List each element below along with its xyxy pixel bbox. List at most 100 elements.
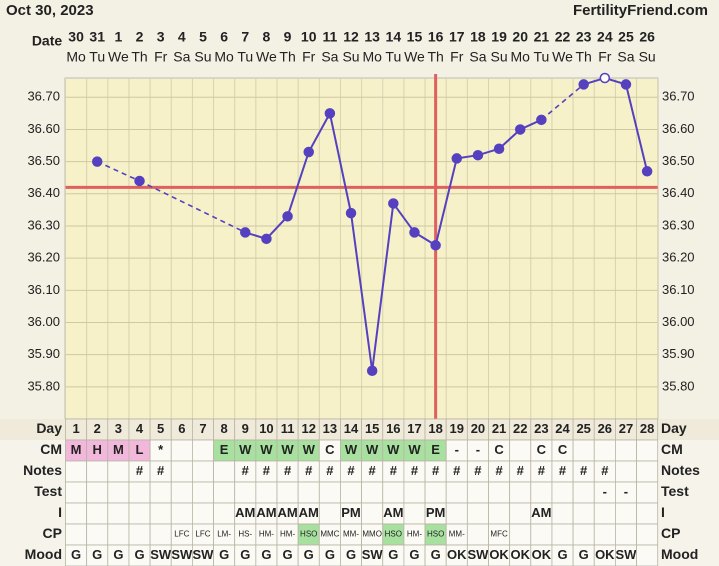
cell-text: * — [158, 442, 164, 457]
y-tick-label-right: 36.10 — [662, 282, 695, 297]
cell-text: G — [219, 547, 229, 562]
cell-text: HM- — [280, 530, 295, 539]
cell-text: M — [113, 442, 124, 457]
cell-text: LFC — [195, 530, 210, 539]
table-cell — [65, 502, 88, 525]
temperature-point — [430, 240, 441, 251]
weekday-label: Su — [194, 49, 211, 65]
cell-text: 12 — [301, 421, 315, 436]
table-cell — [403, 481, 426, 504]
temperature-point — [451, 153, 463, 164]
cell-text: AM — [277, 505, 297, 520]
cell-text: G — [134, 547, 144, 562]
cell-text: - — [603, 484, 607, 499]
cell-text: # — [242, 463, 250, 478]
cell-text: 6 — [178, 421, 185, 436]
cell-text: 14 — [344, 421, 359, 436]
cell-text: 9 — [242, 421, 249, 436]
temperature-point — [134, 175, 145, 187]
row-label-right: I — [661, 504, 665, 520]
date-label: 23 — [576, 29, 592, 45]
gap-connector — [139, 180, 246, 234]
table-cell — [149, 523, 172, 546]
temperature-point — [472, 149, 484, 161]
cell-text: OK — [489, 547, 509, 562]
row-label: Mood — [25, 546, 62, 562]
table-cell — [572, 439, 595, 462]
cell-text: # — [369, 463, 377, 478]
date-label: 20 — [512, 29, 528, 45]
cell-text: - — [476, 442, 480, 457]
y-tick-label: 36.60 — [27, 121, 60, 136]
table-cell — [149, 502, 172, 525]
weekday-label: Sa — [173, 49, 190, 65]
cell-text: W — [366, 442, 379, 457]
date-label: 2 — [136, 29, 144, 45]
cell-text: 23 — [534, 421, 548, 436]
row-label-right: CM — [661, 441, 683, 457]
table-cell — [107, 502, 130, 525]
cell-text: W — [239, 442, 252, 457]
table-cell — [403, 502, 426, 525]
temperature-point — [599, 72, 611, 84]
table-cell — [615, 460, 637, 483]
cell-text: # — [411, 463, 419, 478]
table-cell — [191, 481, 214, 504]
table-cell — [65, 523, 88, 546]
date-label: 6 — [220, 29, 228, 45]
cell-text: LM- — [217, 530, 231, 539]
cell-text: 4 — [136, 421, 144, 436]
cell-text: G — [579, 547, 589, 562]
table-cell — [318, 502, 341, 525]
row-label-right: Day — [661, 420, 687, 436]
temperature-point — [91, 156, 103, 167]
row-label: Test — [34, 483, 62, 499]
table-cell — [361, 502, 384, 525]
cell-text: # — [326, 463, 334, 478]
table-cell — [107, 460, 130, 483]
cell-text: C — [494, 442, 504, 457]
date-label: 19 — [491, 29, 507, 45]
temperature-line — [583, 76, 649, 172]
weekday-label: Mo — [510, 49, 530, 65]
table-cell — [551, 481, 574, 504]
weekday-label: Fr — [302, 49, 316, 65]
temperature-point — [536, 114, 547, 126]
table-cell — [276, 481, 299, 504]
table-cell — [149, 481, 172, 504]
row-label-right: Notes — [661, 462, 700, 478]
cell-text: C — [325, 442, 335, 457]
cell-text: 24 — [555, 421, 570, 436]
table-cell — [128, 523, 151, 546]
table-cell — [509, 523, 532, 546]
date-label: 15 — [407, 29, 423, 45]
cell-text: SW — [192, 547, 214, 562]
cell-text: 22 — [513, 421, 527, 436]
cell-text: 21 — [492, 421, 506, 436]
gap-connector — [540, 83, 585, 121]
y-tick-label: 36.50 — [27, 153, 60, 168]
weekday-label: Fr — [154, 49, 168, 65]
row-label: CM — [40, 441, 62, 457]
weekday-label: Fr — [598, 49, 612, 65]
temperature-point — [261, 233, 272, 245]
y-tick-label: 36.40 — [27, 185, 60, 200]
cell-text: # — [305, 463, 313, 478]
table-cell — [297, 481, 320, 504]
cell-text: G — [304, 547, 314, 562]
cell-text: G — [240, 547, 250, 562]
table-cell — [572, 481, 595, 504]
table-cell — [466, 502, 489, 525]
y-tick-label-right: 36.00 — [662, 314, 695, 329]
y-tick-label-right: 36.70 — [662, 89, 695, 104]
table-cell — [128, 481, 151, 504]
cell-text: 5 — [157, 421, 164, 436]
cell-text: # — [157, 463, 165, 478]
cell-text: # — [284, 463, 292, 478]
table-cell — [593, 523, 616, 546]
date-label: 13 — [364, 29, 380, 45]
y-tick-label-right: 36.30 — [662, 217, 695, 232]
cell-text: # — [136, 463, 144, 478]
cell-text: W — [408, 442, 421, 457]
cell-text: 2 — [94, 421, 101, 436]
